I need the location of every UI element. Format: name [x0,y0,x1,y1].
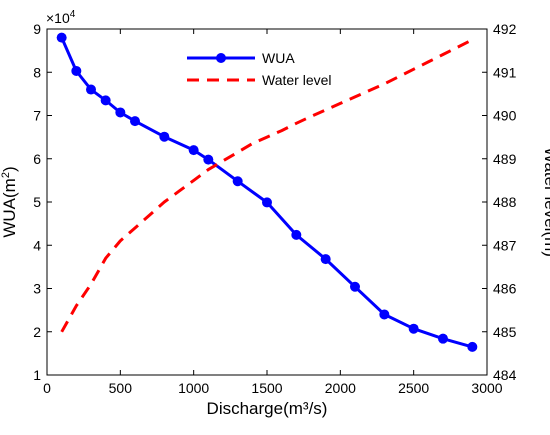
left-y-tick-label: 2 [33,324,41,340]
left-y-axis-label: WUA(m2) [0,166,19,237]
x-axis-ticks: 0 500 1000 1500 2000 2500 3000 [43,29,503,396]
right-y-tick-label: 486 [493,281,517,297]
left-y-tick-label: 1 [33,367,41,383]
right-y-tick-label: 484 [493,367,517,383]
right-y-tick-label: 485 [493,324,517,340]
wua-point [320,254,331,265]
right-y-axis-label: Water level(m) [541,147,550,257]
left-y-tick-label: 8 [33,64,41,80]
x-tick-label: 0 [43,380,51,396]
left-y-axis-ticks: 1 2 3 4 5 6 7 8 9 [33,21,52,383]
right-y-tick-label: 491 [493,64,517,80]
wua-point [71,65,82,76]
x-tick-label: 3000 [471,380,502,396]
water-level-series-line [60,38,473,333]
right-y-tick-label: 488 [493,194,517,210]
legend: WUA Water level [187,50,332,88]
wua-point [350,281,360,292]
legend-water-level-label: Water level [262,72,332,88]
right-y-tick-label: 487 [493,237,517,253]
wua-point [291,229,302,240]
wua-point [467,341,478,352]
legend-wua-marker [216,53,226,63]
wua-point [438,333,448,344]
wua-point [408,323,419,334]
wua-point [203,154,214,165]
right-y-tick-label: 489 [493,151,517,167]
x-tick-label: 1500 [251,380,282,396]
series-layer [56,32,478,352]
wua-point [86,84,96,95]
wua-point [159,131,170,142]
wua-point [379,309,390,320]
wua-point [188,145,199,156]
x-tick-label: 2000 [325,380,356,396]
left-y-tick-label: 7 [33,108,41,124]
left-y-tick-label: 3 [33,281,41,297]
right-y-axis-ticks: 484 485 486 487 488 489 490 491 492 [482,21,517,383]
x-tick-label: 2500 [398,380,429,396]
wua-point [56,32,67,43]
wua-point [262,197,272,208]
wua-point [232,176,243,187]
legend-wua-label: WUA [262,50,295,66]
right-y-tick-label: 492 [493,21,517,37]
left-y-tick-label: 9 [33,21,41,37]
x-axis-label: Discharge(m³/s) [207,399,328,418]
left-y-tick-label: 4 [33,237,41,253]
y-multiplier: ×104 [46,9,76,26]
x-tick-label: 500 [109,380,133,396]
right-y-tick-label: 490 [493,108,517,124]
left-y-tick-label: 6 [33,151,41,167]
x-tick-label: 1000 [178,380,209,396]
left-y-tick-label: 5 [33,194,41,210]
wua-point [100,95,111,106]
wua-point [115,107,126,118]
wua-point [130,116,140,127]
